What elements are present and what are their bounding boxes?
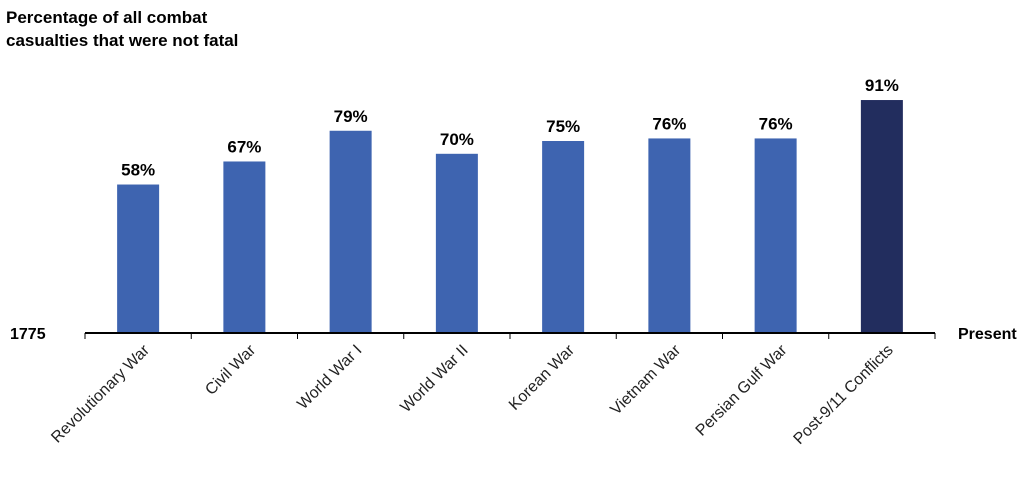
bar-civil-war xyxy=(223,161,266,333)
value-label: 79% xyxy=(334,107,368,126)
bar-korean-war xyxy=(542,141,585,333)
category-label: Vietnam War xyxy=(607,341,684,418)
value-label: 58% xyxy=(121,161,155,180)
chart-title-line-1: Percentage of all combat xyxy=(6,8,208,27)
axis-start-label: 1775 xyxy=(10,326,46,343)
category-label: Persian Gulf War xyxy=(693,341,791,439)
category-labels-group: Revolutionary War Civil War World War I Wor… xyxy=(48,341,896,448)
bar-revolutionary-war xyxy=(117,184,160,333)
category-label: World War I xyxy=(294,342,365,413)
value-label: 91% xyxy=(865,76,899,95)
bar-post-9-11-conflicts xyxy=(860,100,903,333)
value-label: 76% xyxy=(759,114,793,133)
value-label: 75% xyxy=(546,117,580,136)
axis-end-label: Present xyxy=(958,326,1017,343)
bar-vietnam-war xyxy=(648,138,691,333)
bar-world-war-i xyxy=(329,130,372,333)
x-axis-ticks xyxy=(84,333,936,339)
value-label: 76% xyxy=(652,114,686,133)
value-label: 67% xyxy=(227,137,261,156)
bars-group xyxy=(117,100,903,333)
category-label: Revolutionary War xyxy=(48,341,153,446)
value-label: 70% xyxy=(440,130,474,149)
chart-title-line-2: casualties that were not fatal xyxy=(6,31,238,50)
bar-persian-gulf-war xyxy=(754,138,797,333)
bar-world-war-ii xyxy=(435,153,478,333)
category-label: Civil War xyxy=(202,341,259,398)
value-labels-group: 58% 67% 79% 70% 75% 76% 76% 91% xyxy=(121,76,899,179)
category-label: Post-9/11 Conflicts xyxy=(791,342,897,448)
category-label: World War II xyxy=(397,342,471,416)
category-label: Korean War xyxy=(506,341,578,413)
